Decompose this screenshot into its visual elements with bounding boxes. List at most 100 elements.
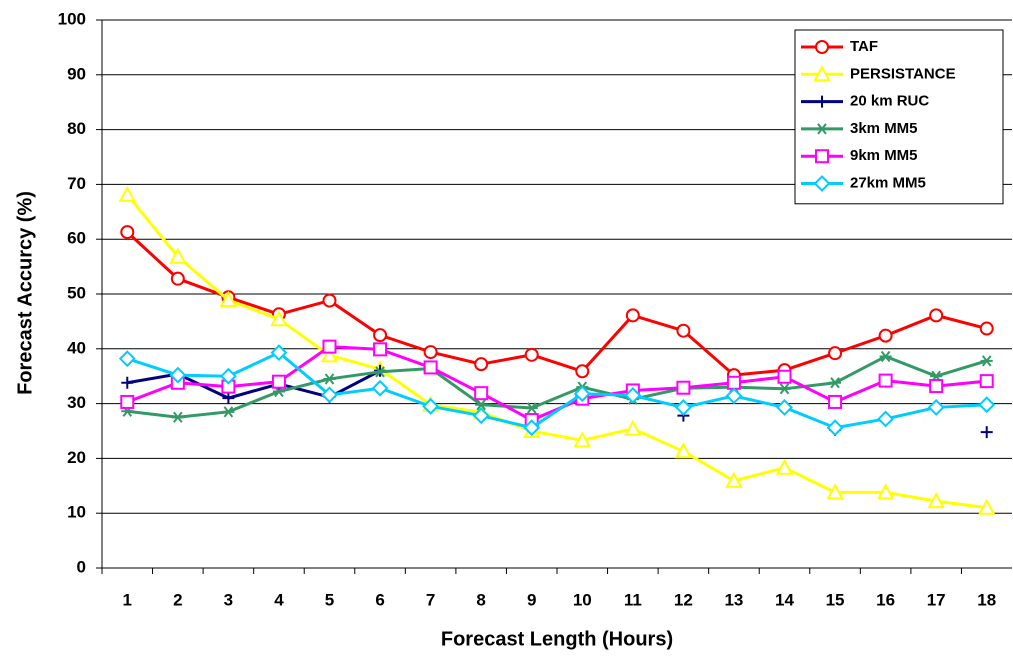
marker xyxy=(676,323,691,338)
marker xyxy=(219,367,237,385)
marker xyxy=(575,364,590,379)
x-tick-label: 5 xyxy=(325,590,334,609)
marker xyxy=(625,308,640,323)
x-tick-label: 9 xyxy=(527,590,536,609)
x-tick-label: 8 xyxy=(476,590,485,609)
marker xyxy=(121,376,134,389)
series-line xyxy=(127,354,988,419)
legend-label: 20 km RUC xyxy=(850,93,929,110)
legend-label: TAF xyxy=(850,38,878,55)
marker xyxy=(320,346,339,363)
marker xyxy=(979,321,994,336)
marker xyxy=(816,95,828,108)
marker xyxy=(271,374,286,389)
marker xyxy=(826,419,844,437)
marker xyxy=(676,380,691,395)
series xyxy=(120,225,994,383)
marker xyxy=(120,225,135,240)
marker xyxy=(323,373,336,385)
marker xyxy=(171,411,184,423)
marker xyxy=(778,383,791,395)
series xyxy=(118,185,996,515)
marker xyxy=(816,123,828,135)
x-tick-label: 16 xyxy=(876,590,895,609)
marker xyxy=(321,386,338,404)
marker xyxy=(726,375,741,390)
marker xyxy=(573,431,591,448)
marker xyxy=(828,394,843,409)
legend-label: 9km MM5 xyxy=(850,147,918,164)
marker xyxy=(980,426,993,439)
marker xyxy=(322,339,337,354)
marker xyxy=(815,149,829,164)
marker xyxy=(624,386,642,404)
x-tick-label: 3 xyxy=(224,590,233,609)
y-tick-label: 100 xyxy=(58,9,86,28)
marker xyxy=(523,419,541,437)
legend-box xyxy=(794,29,1004,205)
marker xyxy=(777,369,792,384)
series-line xyxy=(126,230,988,377)
y-tick-label: 50 xyxy=(67,283,86,302)
x-tick-label: 4 xyxy=(274,590,284,609)
marker xyxy=(524,347,539,362)
marker xyxy=(222,406,235,418)
x-tick-label: 11 xyxy=(624,590,642,609)
marker xyxy=(674,399,692,416)
y-tick-label: 60 xyxy=(67,229,86,248)
marker xyxy=(674,442,693,459)
marker xyxy=(422,397,440,415)
series xyxy=(120,339,994,428)
legend-label: PERSISTANCE xyxy=(850,65,956,82)
y-tick-label: 0 xyxy=(77,557,86,576)
x-tick-label: 12 xyxy=(674,590,693,609)
legend-label: 3km MM5 xyxy=(850,120,918,137)
marker xyxy=(929,379,944,394)
y-tick-label: 40 xyxy=(67,338,86,357)
series-line xyxy=(126,350,987,430)
marker xyxy=(373,328,388,343)
marker xyxy=(978,498,996,515)
marker xyxy=(876,483,895,500)
marker xyxy=(573,385,591,403)
marker xyxy=(474,386,489,401)
marker xyxy=(725,387,743,405)
x-tick-label: 7 xyxy=(426,590,435,609)
marker xyxy=(371,379,389,397)
marker xyxy=(813,175,831,192)
x-axis-label: Forecast Length (Hours) xyxy=(441,628,673,650)
x-tick-label: 15 xyxy=(826,590,845,609)
marker xyxy=(222,392,235,405)
y-tick-label: 80 xyxy=(67,119,86,138)
marker xyxy=(829,377,842,389)
marker xyxy=(472,407,490,425)
marker xyxy=(525,402,538,414)
y-tick-label: 10 xyxy=(67,503,86,522)
marker xyxy=(929,308,944,323)
y-tick-label: 70 xyxy=(67,174,86,193)
x-tick-label: 6 xyxy=(375,590,384,609)
marker xyxy=(927,399,945,416)
legend: TAF PERSISTANCE 20 km RUC 3km MM5 9km MM5 27k… xyxy=(794,29,1004,205)
y-tick-label: 30 xyxy=(67,393,86,412)
x-tick-label: 14 xyxy=(775,590,794,609)
legend-label: 27km MM5 xyxy=(850,174,926,191)
x-tick-label: 18 xyxy=(977,590,996,609)
x-tick-label: 17 xyxy=(927,590,946,609)
marker xyxy=(118,185,136,202)
x-tick-label: 2 xyxy=(173,590,182,609)
marker xyxy=(725,471,743,488)
marker xyxy=(270,344,288,362)
marker xyxy=(776,399,793,416)
x-tick-label: 13 xyxy=(724,590,743,609)
marker xyxy=(120,394,135,409)
marker xyxy=(879,350,892,363)
marker xyxy=(775,458,794,475)
marker xyxy=(815,40,829,54)
marker xyxy=(927,492,945,509)
marker xyxy=(270,310,288,327)
marker xyxy=(474,357,489,372)
marker xyxy=(878,328,893,343)
marker xyxy=(878,373,893,388)
